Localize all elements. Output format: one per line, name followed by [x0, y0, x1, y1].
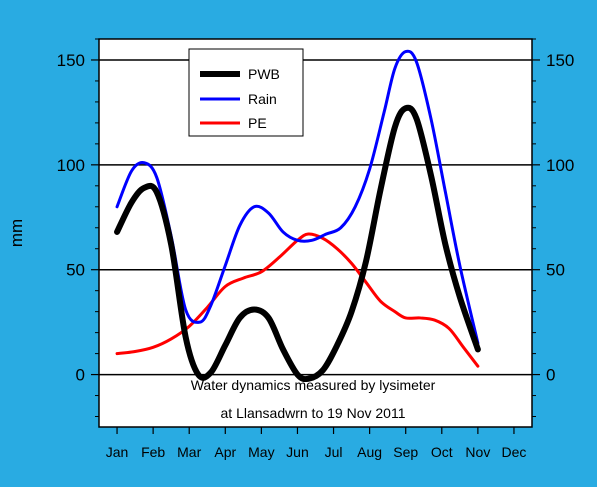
x-tick-label-apr: Apr: [214, 444, 236, 460]
y-axis-label: mm: [7, 219, 26, 247]
x-tick-label-may: May: [248, 444, 274, 460]
x-tick-label-jan: Jan: [106, 444, 129, 460]
series-line-pwb: [114, 104, 481, 383]
y-tick-label-right-50: 50: [546, 261, 565, 280]
x-tick-label-aug: Aug: [357, 444, 382, 460]
y-tick-label-right-150: 150: [546, 51, 574, 70]
legend-box: [188, 48, 304, 137]
plot-area: [98, 38, 533, 428]
x-tick-label-sep: Sep: [393, 444, 418, 460]
legend-label-pwb: PWB: [248, 66, 280, 82]
x-tick-label-mar: Mar: [177, 444, 201, 460]
annotation-line-1: Water dynamics measured by lysimeter: [191, 377, 436, 393]
x-tick-label-feb: Feb: [141, 444, 165, 460]
x-tick-label-nov: Nov: [465, 444, 490, 460]
x-tick-label-oct: Oct: [431, 444, 453, 460]
series-group: [114, 49, 481, 383]
x-axis: Jan Feb Mar Apr May Jun Jul Aug Sep Oct Nov Dec: [106, 427, 527, 460]
left-axis: 0 50 100 150: [57, 38, 99, 418]
y-tick-label-right-100: 100: [546, 156, 574, 175]
series-line-pe: [115, 232, 480, 368]
x-tick-label-dec: Dec: [502, 444, 527, 460]
legend-label-pe: PE: [248, 115, 267, 131]
y-tick-label-left-50: 50: [66, 261, 85, 280]
x-tick-label-jun: Jun: [286, 444, 309, 460]
y-tick-label-left-100: 100: [57, 156, 85, 175]
annotation-line-2: at Llansadwrn to 19 Nov 2011: [221, 405, 406, 421]
y-tick-label-left-0: 0: [76, 366, 85, 385]
y-tick-label-right-0: 0: [546, 366, 555, 385]
legend: PWB Rain PE: [188, 48, 304, 137]
y-tick-label-left-150: 150: [57, 51, 85, 70]
x-tick-label-jul: Jul: [325, 444, 343, 460]
right-axis: 0 50 100 150: [532, 38, 574, 418]
legend-label-rain: Rain: [248, 91, 277, 107]
